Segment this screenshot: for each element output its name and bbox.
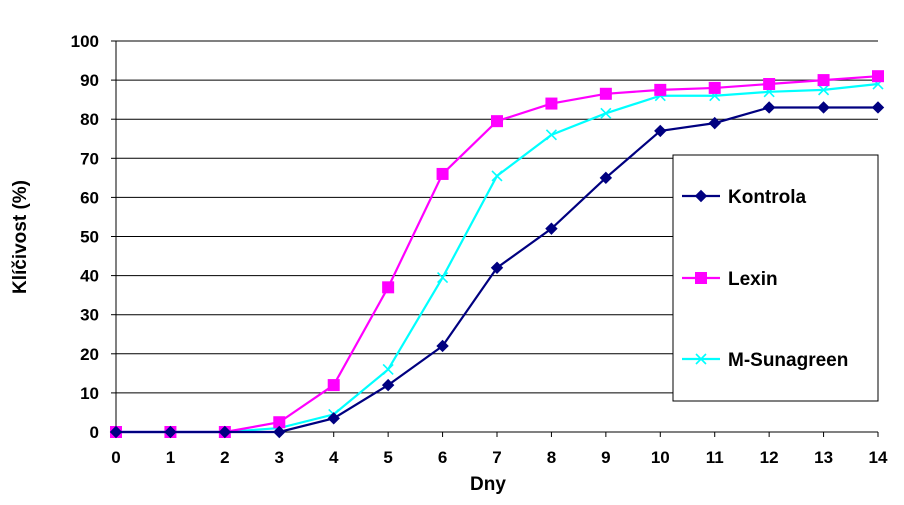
x-tick-label: 5 [383, 448, 392, 467]
x-tick-label: 10 [651, 448, 670, 467]
data-point [436, 339, 449, 353]
data-point [763, 78, 776, 91]
y-tick-label: 30 [80, 306, 99, 325]
data-point [164, 425, 177, 439]
data-point [600, 107, 612, 119]
x-tick-label: 0 [111, 448, 120, 467]
y-tick-label: 50 [80, 228, 99, 247]
legend-label: Lexin [728, 269, 778, 290]
y-tick-label: 100 [71, 32, 99, 51]
gridlines [116, 40, 878, 394]
data-point [818, 84, 830, 96]
data-point [545, 97, 558, 110]
data-point [817, 101, 830, 114]
x-tick-label: 13 [814, 448, 833, 467]
data-point [545, 222, 558, 235]
data-point [436, 167, 449, 180]
data-point [599, 87, 612, 100]
data-point [218, 425, 232, 439]
y-tick-label: 60 [80, 188, 99, 207]
data-point [872, 70, 884, 83]
data-point [273, 416, 286, 429]
y-axis-title: Klíčivost (%) [10, 180, 31, 294]
x-tick-label: 11 [706, 448, 724, 467]
data-point [437, 271, 449, 284]
x-tick-label: 6 [438, 448, 447, 467]
data-point [708, 116, 721, 130]
y-tick-label: 70 [80, 149, 99, 168]
data-point [327, 412, 340, 425]
y-tick-label: 80 [80, 110, 99, 129]
x-tick-label: 9 [601, 448, 610, 467]
data-point [762, 101, 776, 114]
x-tick-label: 3 [275, 448, 284, 467]
series-group [109, 70, 885, 439]
y-tick-label: 0 [90, 423, 99, 442]
y-tick-label: 40 [80, 267, 99, 286]
x-tick-label: 12 [760, 448, 779, 467]
series-kontrola [109, 101, 885, 439]
x-tick-label: 7 [492, 448, 501, 467]
x-tick-label: 4 [329, 448, 339, 467]
data-point [491, 170, 503, 182]
data-point [327, 379, 340, 392]
y-tick-label: 20 [80, 345, 99, 364]
data-point [545, 129, 557, 141]
data-point [382, 281, 395, 294]
data-point [599, 171, 613, 185]
legend-label: Kontrola [728, 187, 807, 208]
data-point [490, 261, 504, 274]
data-point [817, 74, 830, 87]
x-tick-label: 2 [220, 448, 229, 467]
x-tick-label: 8 [547, 448, 556, 467]
legend-marker [694, 189, 708, 203]
x-axis-title: Dny [470, 474, 506, 495]
axes [111, 40, 879, 437]
data-point [708, 81, 721, 94]
y-tick-label: 90 [80, 71, 99, 90]
data-point [871, 101, 885, 114]
data-point [381, 378, 395, 392]
data-point [491, 115, 503, 128]
data-point [654, 83, 667, 96]
y-tick-label: 10 [80, 384, 99, 403]
legend-label: M-Sunagreen [728, 350, 848, 371]
data-point [382, 363, 394, 376]
legend: Kontrola Lexin M-Sunagreen [672, 154, 879, 402]
data-point [654, 124, 667, 138]
legend-marker [695, 353, 707, 365]
x-tick-label: 1 [166, 448, 175, 467]
data-point [109, 425, 123, 439]
data-point [273, 425, 286, 439]
x-tick-label: 14 [869, 448, 888, 467]
legend-marker [695, 272, 707, 284]
